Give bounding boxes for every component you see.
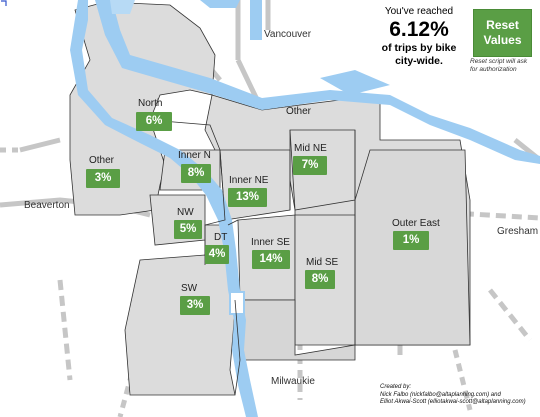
- zone-name-north: North: [138, 98, 163, 109]
- city-label-gresham: Gresham: [497, 226, 539, 237]
- zone-name-other-north: Other: [286, 106, 312, 117]
- zone-value-other-west[interactable]: 3%: [86, 169, 120, 188]
- zone-value-dt[interactable]: 4%: [205, 245, 229, 264]
- zone-value-nw[interactable]: 5%: [174, 220, 202, 239]
- reset-label-line-1: Reset: [486, 18, 519, 32]
- rivers: [70, 0, 540, 417]
- credits-line-3: Elliot Akwai-Scott (elliotakwai-scott@al…: [380, 399, 526, 405]
- zone-value-inner-n[interactable]: 8%: [181, 164, 211, 183]
- trip-share-summary: You've reached 6.12% of trips by bike ci…: [374, 6, 464, 68]
- zone-value-inner-ne[interactable]: 13%: [228, 188, 267, 207]
- summary-percent: 6.12%: [389, 18, 449, 41]
- zone-value-inner-se[interactable]: 14%: [252, 250, 290, 269]
- reset-values-button[interactable]: Reset Values: [473, 9, 532, 57]
- zone-value-mid-ne[interactable]: 7%: [293, 156, 327, 175]
- reset-note-line-2: for authorization: [470, 66, 517, 73]
- reset-label-line-2: Values: [483, 33, 522, 47]
- reset-note: Reset script will ask for authorization: [470, 58, 540, 74]
- zone-value-north[interactable]: 6%: [136, 112, 172, 131]
- zone-value-mid-se[interactable]: 8%: [305, 270, 335, 289]
- zone-value-sw[interactable]: 3%: [180, 296, 210, 315]
- zone-name-dt: DT: [214, 232, 228, 243]
- selection-cursor-icon: [1, 0, 7, 6]
- credits-line-2: Nick Falbo (nickfalbo@altaplanning.com) …: [380, 391, 501, 398]
- zone-name-nw: NW: [177, 207, 194, 218]
- summary-intro: You've reached: [384, 6, 454, 17]
- credits-line-1: Created by:: [380, 384, 412, 390]
- city-label-milwaukie: Milwaukie: [271, 376, 315, 387]
- credits: Created by: Nick Falbo (nickfalbo@altapl…: [380, 384, 540, 407]
- zone-name-mid-se: Mid SE: [306, 257, 339, 268]
- zone-name-mid-ne: Mid NE: [294, 143, 327, 154]
- zone-name-inner-se: Inner SE: [251, 237, 290, 248]
- zone-name-inner-n: Inner N: [178, 150, 211, 161]
- zone-name-outer-east: Outer East: [392, 218, 440, 229]
- city-label-vancouver: Vancouver: [264, 29, 312, 40]
- summary-line-3: city-wide.: [395, 55, 443, 67]
- summary-line-2: of trips by bike: [381, 42, 457, 54]
- zone-areas: [69, 1, 471, 396]
- city-label-beaverton: Beaverton: [24, 200, 70, 211]
- zone-name-sw: SW: [181, 283, 198, 294]
- zone-name-other-west: Other: [89, 155, 115, 166]
- reset-note-line-1: Reset script will ask: [470, 58, 528, 65]
- zone-name-inner-ne: Inner NE: [229, 175, 269, 186]
- zone-value-outer-east[interactable]: 1%: [393, 231, 429, 250]
